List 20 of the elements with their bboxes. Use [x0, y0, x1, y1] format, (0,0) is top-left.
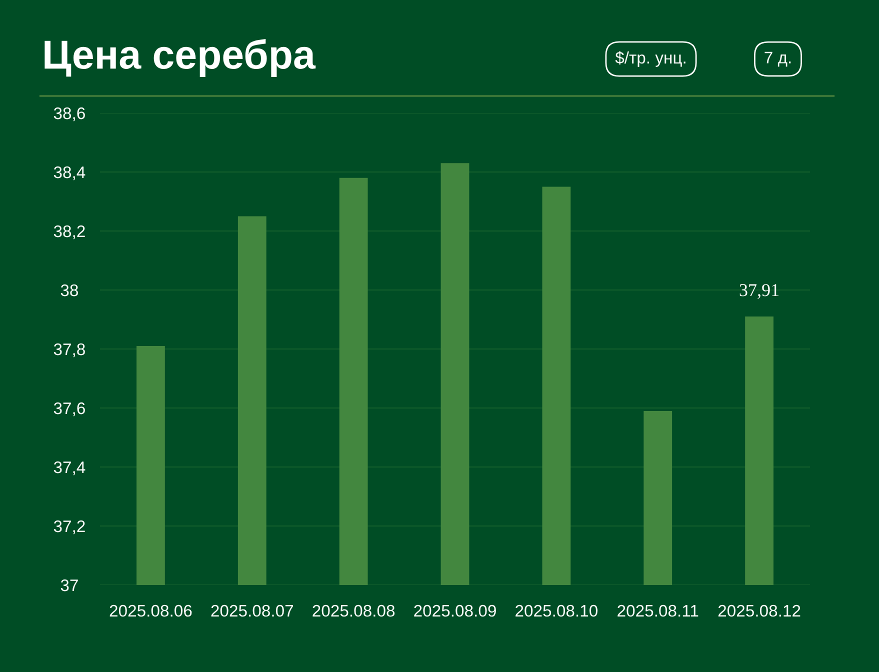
chart-title: Цена серебра: [44, 39, 316, 77]
y-tick-label: 37,4: [54, 461, 86, 476]
x-tick-label: 2025.08.11: [618, 604, 698, 617]
x-tick-label: 2025.08.12: [718, 604, 800, 617]
text: 7 д.: [764, 52, 791, 67]
y-tick-label: 37,2: [54, 520, 85, 534]
y-tick-label: 37,6: [54, 402, 85, 416]
x-tick-label: 2025.08.06: [110, 604, 192, 617]
x-tick-label: 2025.08.08: [312, 604, 395, 617]
y-tick-label: 38,4: [54, 166, 86, 180]
y-tick-label: 37: [60, 579, 78, 592]
y-tick-label: 37,8: [54, 343, 85, 358]
x-tick-label: 2025.08.07: [211, 604, 294, 617]
y-tick-label: 38,2: [54, 225, 85, 240]
y-tick-label: 38,6: [54, 107, 85, 122]
y-tick-label: 38: [60, 284, 78, 296]
x-tick-label: 2025.08.09: [414, 604, 496, 617]
x-tick-label: 2025.08.10: [516, 604, 598, 617]
data-label: 37,91: [740, 284, 779, 299]
text: $/тр. унц.: [615, 51, 686, 67]
